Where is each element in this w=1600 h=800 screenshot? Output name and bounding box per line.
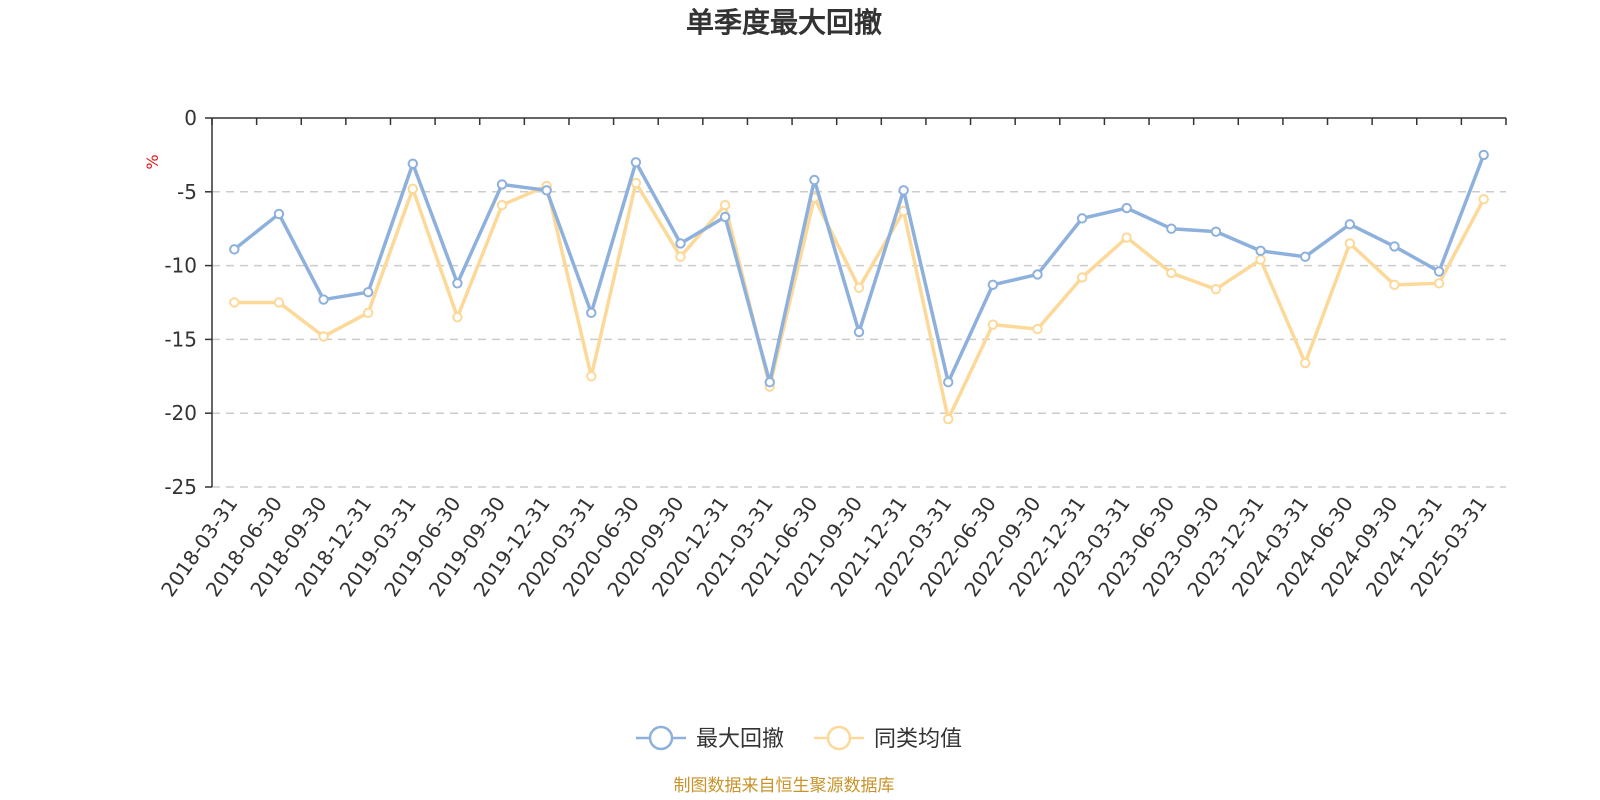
y-tick-label: -5 <box>177 180 197 204</box>
data-point[interactable] <box>630 177 642 189</box>
data-point[interactable] <box>943 377 954 388</box>
legend-item-max-drawdown[interactable]: 最大回撤 <box>636 725 784 752</box>
data-point[interactable] <box>1032 269 1043 280</box>
series-layer <box>229 149 1489 425</box>
data-point[interactable] <box>452 278 463 289</box>
data-point[interactable] <box>1255 245 1266 257</box>
data-point[interactable] <box>362 307 374 319</box>
chart-title: 单季度最大回撤 <box>686 6 882 39</box>
y-tick-label: -10 <box>164 254 197 278</box>
data-point[interactable] <box>809 174 820 186</box>
data-point[interactable] <box>496 179 508 190</box>
y-tick-label: -15 <box>164 327 197 351</box>
data-point[interactable] <box>1478 149 1489 161</box>
data-point[interactable] <box>1300 251 1311 262</box>
data-point[interactable] <box>1121 232 1132 243</box>
grid-lines <box>212 191 1506 488</box>
data-point[interactable] <box>586 371 597 382</box>
y-tick-label: 0 <box>184 106 197 130</box>
data-point[interactable] <box>1210 226 1222 237</box>
data-point[interactable] <box>1076 213 1088 224</box>
y-axis-unit: % <box>143 154 162 169</box>
data-point[interactable] <box>719 199 731 211</box>
data-point[interactable] <box>496 199 508 211</box>
data-point[interactable] <box>943 413 954 425</box>
legend[interactable]: 最大回撤 同类均值 <box>636 725 962 752</box>
data-point[interactable] <box>1433 266 1445 277</box>
data-point[interactable] <box>719 211 731 223</box>
data-point[interactable] <box>407 158 418 169</box>
data-point[interactable] <box>273 297 285 308</box>
data-point[interactable] <box>853 326 865 338</box>
data-point[interactable] <box>1032 323 1043 335</box>
legend-marker-icon <box>826 725 852 751</box>
data-point[interactable] <box>1389 241 1400 252</box>
data-point[interactable] <box>586 307 597 319</box>
data-point[interactable] <box>273 208 285 220</box>
data-point[interactable] <box>1076 272 1088 283</box>
data-point[interactable] <box>987 319 999 330</box>
data-point[interactable] <box>1210 284 1222 295</box>
data-point[interactable] <box>1433 278 1445 289</box>
series-line <box>233 154 1486 384</box>
data-point[interactable] <box>764 377 775 388</box>
y-tick-label: -25 <box>164 475 197 499</box>
legend-marker-icon <box>648 725 674 751</box>
source-note: 制图数据来自恒生聚源数据库 <box>674 776 895 796</box>
series-max-drawdown <box>229 149 1489 388</box>
data-point[interactable] <box>452 312 463 323</box>
data-point[interactable] <box>1344 238 1356 249</box>
data-point[interactable] <box>318 294 329 305</box>
axes: 0-5-10-15-20-252018-03-312018-06-302018-… <box>156 106 1507 601</box>
data-point[interactable] <box>987 279 999 290</box>
data-point[interactable] <box>675 251 686 262</box>
data-point[interactable] <box>1255 254 1266 265</box>
data-point[interactable] <box>898 185 909 196</box>
data-point[interactable] <box>229 244 240 255</box>
data-point[interactable] <box>1121 202 1132 214</box>
data-point[interactable] <box>541 185 552 196</box>
data-point[interactable] <box>318 331 329 342</box>
data-point[interactable] <box>630 157 642 168</box>
data-point[interactable] <box>675 238 686 249</box>
data-point[interactable] <box>853 282 865 293</box>
data-point[interactable] <box>407 183 418 195</box>
data-point[interactable] <box>1478 193 1489 205</box>
data-point[interactable] <box>1166 223 1177 234</box>
legend-item-peer-average[interactable]: 同类均值 <box>814 725 962 752</box>
data-point[interactable] <box>1389 279 1400 290</box>
series-line <box>234 181 1486 421</box>
series-peer-average <box>229 177 1489 425</box>
data-point[interactable] <box>1344 219 1356 230</box>
data-point[interactable] <box>229 297 240 308</box>
legend-label: 同类均值 <box>874 727 962 752</box>
legend-label: 最大回撤 <box>696 727 784 752</box>
y-tick-label: -20 <box>164 401 197 425</box>
data-point[interactable] <box>1300 357 1311 369</box>
data-point[interactable] <box>1166 267 1177 279</box>
data-point[interactable] <box>362 286 374 298</box>
